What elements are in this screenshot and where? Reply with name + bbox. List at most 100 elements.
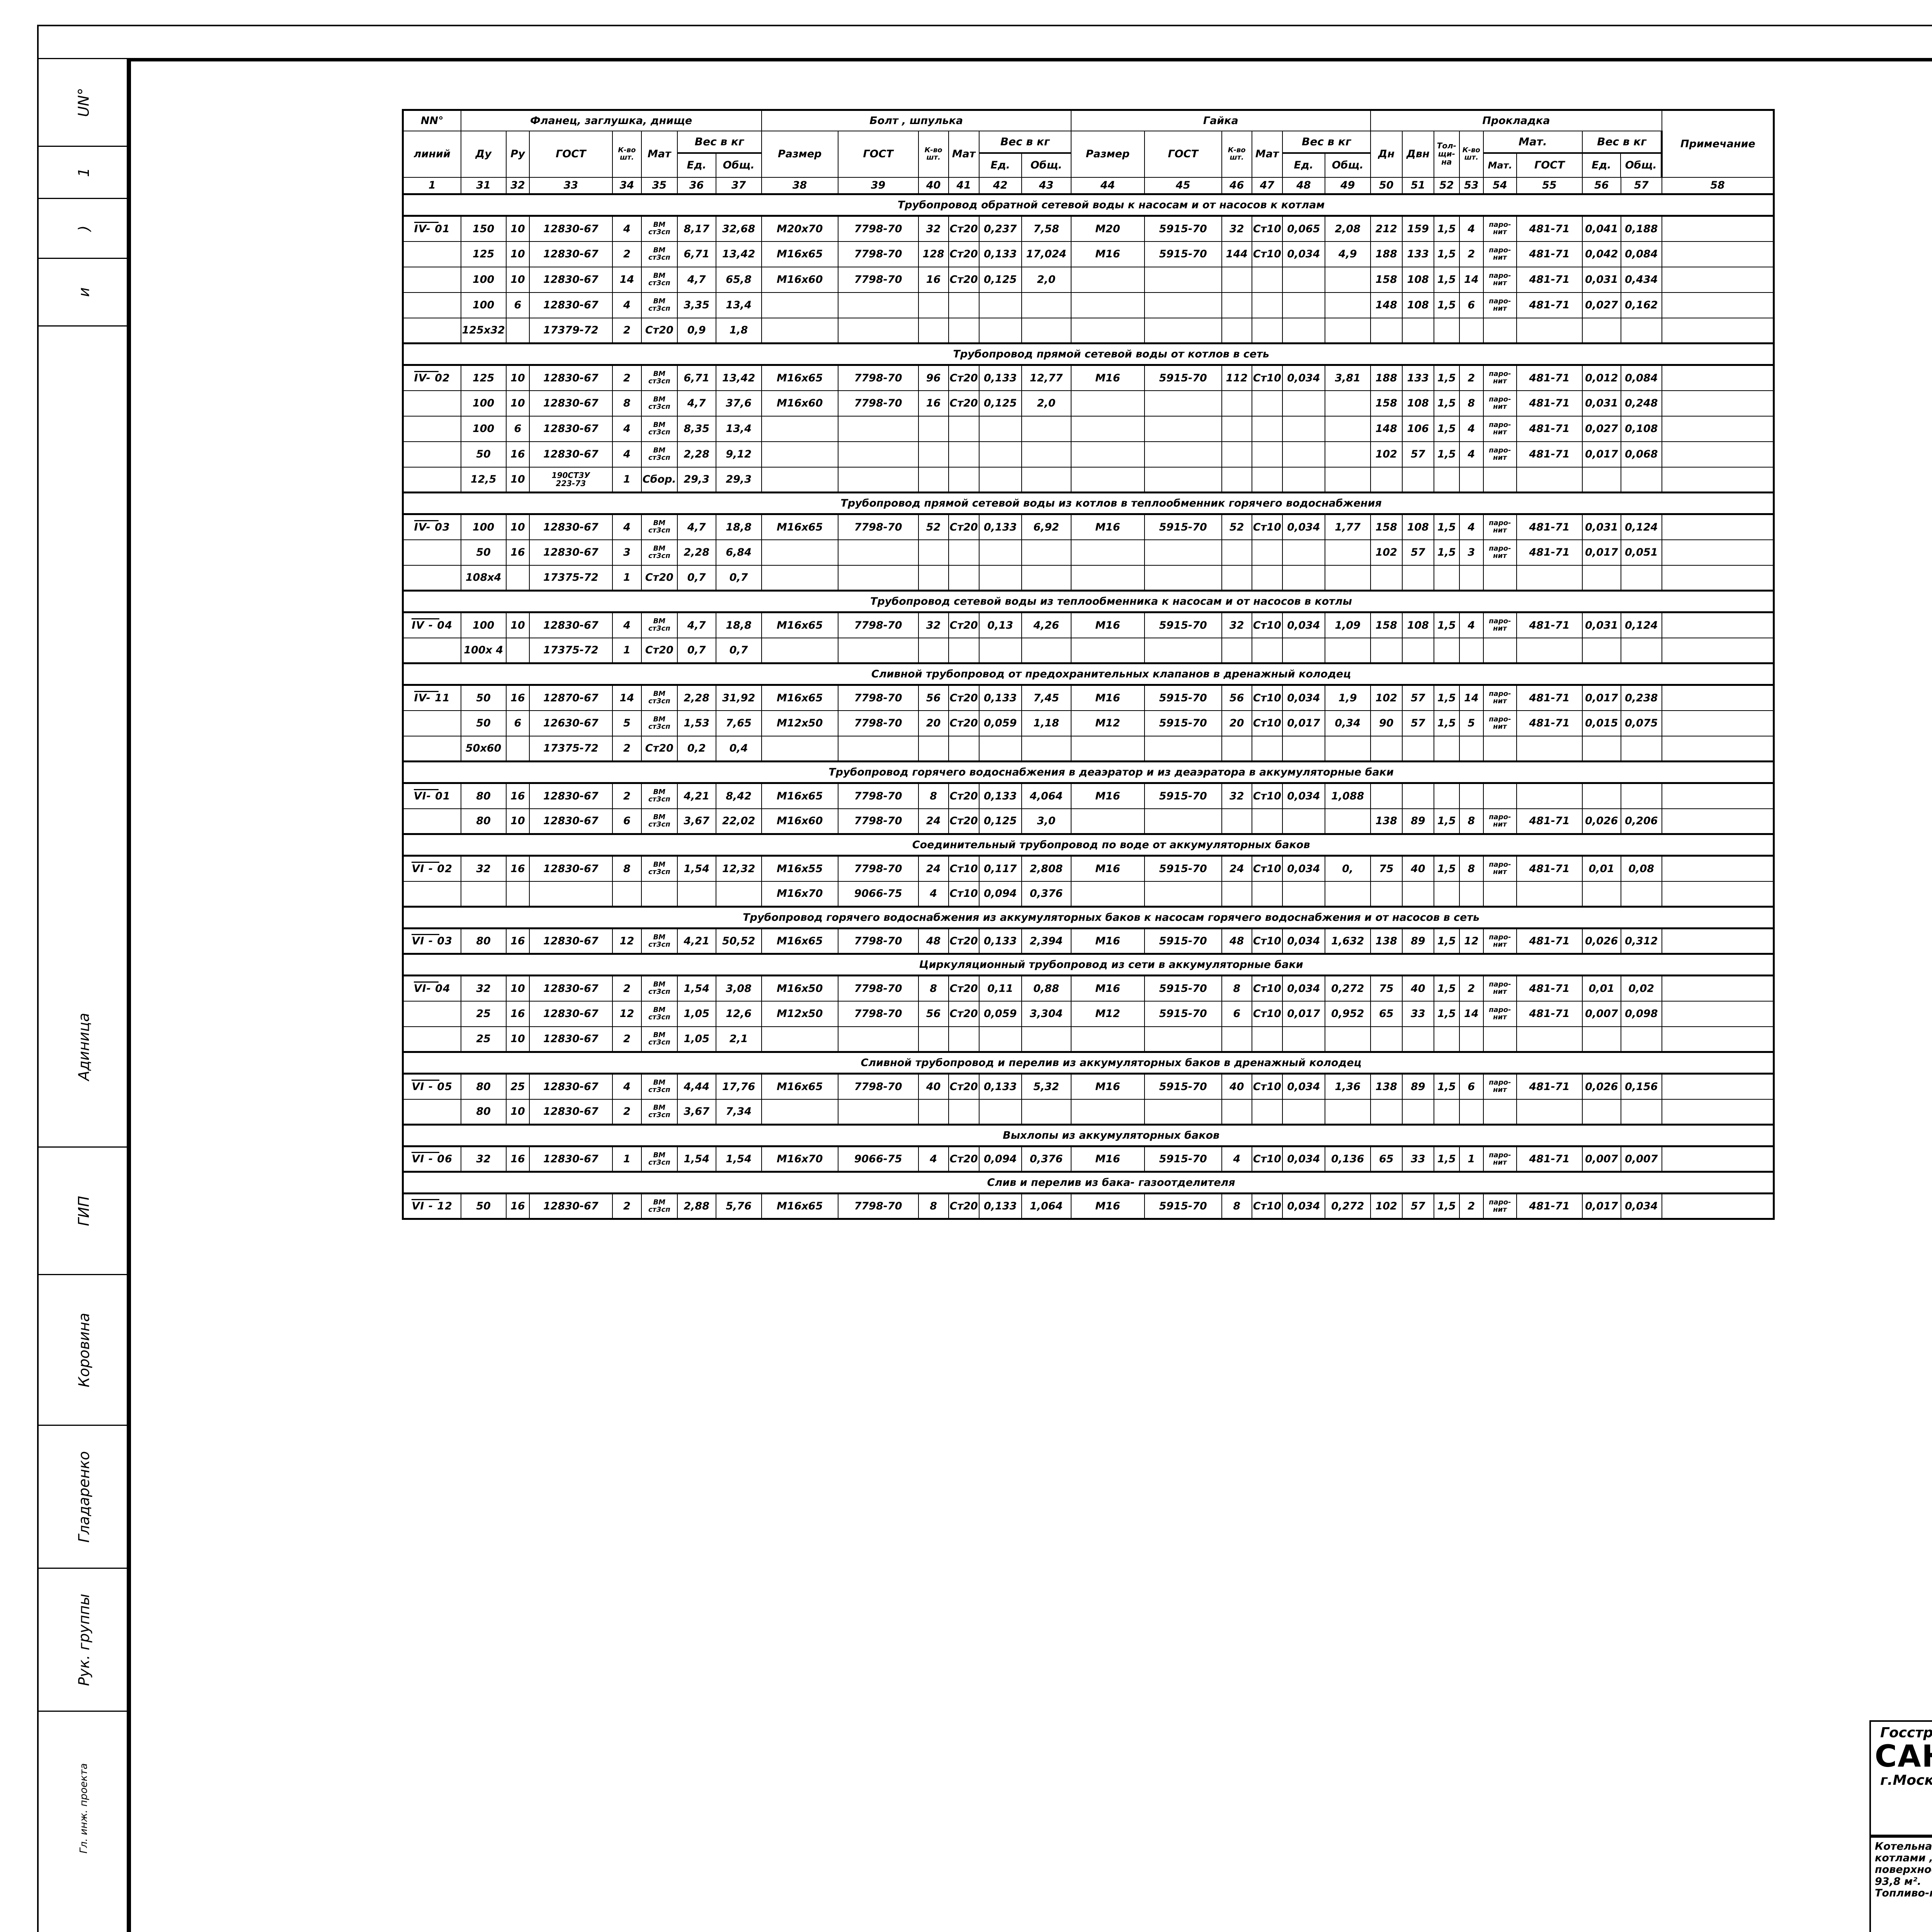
cell-b-mat: Ст20: [948, 364, 980, 391]
cell-ru: [505, 881, 530, 908]
cell-b-kvo: 4: [918, 1146, 949, 1173]
material-two-line: паро-нит: [1489, 1198, 1511, 1214]
object-line-5: Топливо-печное бытовое: [1875, 1887, 1932, 1899]
material-two-line: паро-нит: [1489, 420, 1511, 436]
header-gasket-kvo: К-во шт.: [1459, 130, 1484, 178]
cell-b-kvo: 56: [918, 684, 949, 711]
cell-dn: [1370, 735, 1403, 762]
cell-obsh: 9,12: [715, 441, 762, 468]
cell-ru: 10: [505, 466, 530, 493]
cell-n-razmer: М16: [1070, 975, 1145, 1002]
cell-flange-material: Ст20: [641, 735, 678, 762]
cell-b-ed: 0,059: [978, 710, 1022, 736]
cell-dn: [1370, 317, 1403, 344]
cell-b-gost: 7798-70: [837, 612, 919, 638]
left-stamp-cell-4: Адиница: [39, 947, 129, 1148]
cell-g-kvo: 2: [1459, 241, 1484, 267]
cell-tol: 1,5: [1433, 415, 1460, 442]
cell-flange-gost: 12830-67: [529, 266, 613, 293]
material-two-line: ВМ ст3сп: [648, 980, 670, 996]
cell-dn: 65: [1370, 1146, 1403, 1173]
cell-b-kvo: 128: [918, 241, 949, 267]
cell-g-kvo: [1459, 782, 1484, 809]
cell-b-ed: [978, 565, 1022, 592]
cell-n-gost: [1144, 441, 1222, 468]
cell-n-obsh: [1324, 266, 1371, 293]
material-two-line: паро-нит: [1489, 933, 1511, 949]
cell-n-obsh: 0,136: [1324, 1146, 1371, 1173]
header-flange-dy: Ду: [460, 130, 507, 178]
cell-flange-gost: 12830-67: [529, 241, 613, 267]
cell-g-kvo: 4: [1459, 415, 1484, 442]
material-two-line: ВМ ст3сп: [648, 1031, 670, 1046]
cell-dvn: 108: [1401, 612, 1434, 638]
cell-ru: 10: [505, 1026, 530, 1053]
cell-note: [1661, 1146, 1775, 1173]
cell-b-gost: [837, 539, 919, 566]
cell-kvo: 8: [612, 390, 642, 417]
cell-n-kvo: [1221, 1026, 1252, 1053]
cell-b-ed: [978, 1026, 1022, 1053]
cell-note: [1661, 364, 1775, 391]
cell-g-ed: [1582, 735, 1621, 762]
material-two-line: паро-нит: [1489, 519, 1511, 535]
header-gasket-dn: Дн: [1370, 130, 1403, 178]
cell-b-ed: 0,094: [978, 881, 1022, 908]
table-row: IV- 02 125 10 12830-67 2 ВМ ст3сп 6,71 13,42 М16х…: [402, 364, 1775, 391]
cell-dvn: [1401, 735, 1434, 762]
header-tolshina-3: на: [1441, 157, 1452, 167]
column-number-cell: 37: [715, 177, 762, 195]
cell-b-kvo: [918, 1026, 949, 1053]
cell-b-mat: Ст20: [948, 710, 980, 736]
cell-b-mat: Ст20: [948, 1146, 980, 1173]
cell-b-gost: 7798-70: [837, 855, 919, 882]
cell-n-razmer: М16: [1070, 241, 1145, 267]
cell-n-ed: [1282, 808, 1325, 835]
header-flange-kvo: К-во шт.: [612, 130, 642, 178]
cell-b-gost: 9066-75: [837, 881, 919, 908]
cell-kvo: 2: [612, 1099, 642, 1126]
cell-b-ed: 0,237: [978, 215, 1022, 242]
cell-b-gost: 7798-70: [837, 684, 919, 711]
cell-kvo: 5: [612, 710, 642, 736]
cell-note: [1661, 928, 1775, 955]
cell-kvo: 3: [612, 539, 642, 566]
material-two-line: паро-нит: [1489, 246, 1511, 262]
line-code-text: VI - 12: [412, 1199, 453, 1212]
cell-n-ed: 0,034: [1282, 514, 1325, 540]
cell-n-mat: Ст10: [1251, 1146, 1283, 1173]
section-title-row: Трубопровод горячего водоснабжения из ак…: [401, 906, 1775, 929]
cell-b-razmer: [761, 1026, 838, 1053]
cell-dvn: [1401, 466, 1434, 493]
cell-n-obsh: 1,09: [1324, 612, 1371, 638]
left-margin-stamp: UN° 1 ) и Адиница ГИП Коровина Гладаренк…: [39, 58, 129, 1932]
cell-flange-gost: 12630-67: [529, 710, 613, 736]
cell-g-ed: 0,017: [1582, 441, 1621, 468]
cell-dy: 50: [460, 710, 507, 736]
cell-g-ed: 0,031: [1582, 612, 1621, 638]
header-weight-obsh: Общ.: [723, 159, 755, 171]
cell-b-ed: 0,117: [978, 855, 1022, 882]
cell-b-obsh: [1021, 441, 1071, 468]
cell-flange-gost: 12830-67: [529, 390, 613, 417]
cell-tol: 1,5: [1433, 292, 1460, 318]
title-block: Госстрой СССР САНТЕХПРОЕКТ г.Москва 1977…: [1869, 1720, 1932, 1932]
object-line-4: 93,8 м².: [1875, 1875, 1922, 1888]
cell-note: [1661, 317, 1775, 344]
cell-obsh: 7,34: [715, 1099, 762, 1126]
cell-n-razmer: [1070, 292, 1145, 318]
cell-n-kvo: [1221, 735, 1252, 762]
cell-dn: 102: [1370, 684, 1403, 711]
cell-b-kvo: [918, 415, 949, 442]
cell-g-kvo: [1459, 637, 1484, 664]
left-stamp-label: Гл. инж. проекта: [78, 1763, 90, 1854]
cell-g-obsh: [1620, 782, 1662, 809]
cell-dvn: [1401, 881, 1434, 908]
specification-body: Трубопровод обратной сетевой воды к насо…: [401, 193, 1775, 1220]
cell-dy: 25: [460, 1000, 507, 1027]
cell-line-number: [402, 881, 461, 908]
material-two-line: ВМ ст3сп: [648, 221, 670, 236]
cell-g-ed: 0,042: [1582, 241, 1621, 267]
cell-n-gost: 5915-70: [1144, 855, 1222, 882]
left-stamp-label: Адиница: [75, 1012, 92, 1081]
